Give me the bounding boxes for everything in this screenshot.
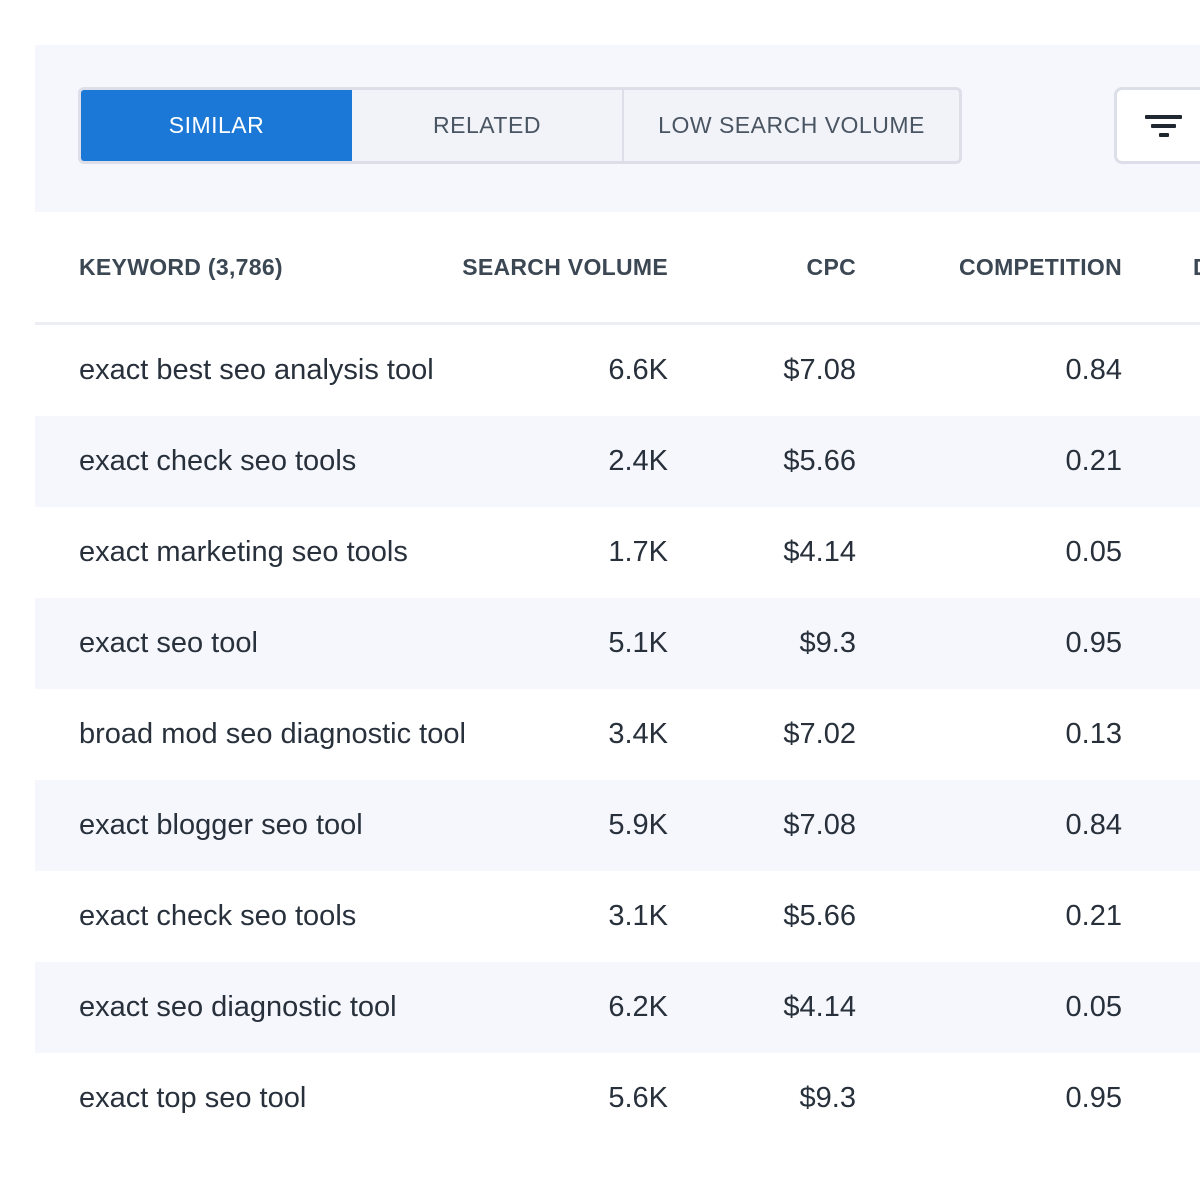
- header-keyword[interactable]: KEYWORD (3,786): [79, 253, 283, 280]
- keyword-cell: exact top seo tool: [79, 1082, 307, 1114]
- tab-similar[interactable]: SIMILAR: [81, 90, 352, 161]
- cpc-cell: $5.66: [783, 445, 856, 477]
- keyword-cell: exact check seo tools: [79, 900, 357, 932]
- cpc-cell: $7.02: [783, 718, 856, 750]
- toolbar: SIMILAR RELATED LOW SEARCH VOLUME: [35, 45, 1200, 212]
- table-row[interactable]: exact seo tool 5.1K $9.3 0.95: [35, 598, 1200, 689]
- competition-cell: 0.13: [1065, 718, 1122, 750]
- filter-button[interactable]: [1114, 87, 1200, 164]
- competition-cell: 0.05: [1065, 536, 1122, 568]
- keyword-cell: exact best seo analysis tool: [79, 354, 434, 386]
- table-row[interactable]: broad mod seo diagnostic tool 3.4K $7.02…: [35, 689, 1200, 780]
- table-row[interactable]: exact top seo tool 5.6K $9.3 0.95: [35, 1053, 1200, 1144]
- competition-cell: 0.95: [1065, 1082, 1122, 1114]
- keyword-cell: exact seo tool: [79, 627, 258, 659]
- header-competition[interactable]: COMPETITION: [958, 253, 1122, 280]
- volume-cell: 5.9K: [608, 809, 668, 841]
- keyword-cell: exact seo diagnostic tool: [79, 991, 397, 1023]
- cpc-cell: $4.14: [783, 991, 856, 1023]
- tab-related[interactable]: RELATED: [352, 90, 624, 161]
- cpc-cell: $9.3: [799, 1082, 856, 1114]
- volume-cell: 3.1K: [608, 900, 668, 932]
- table-row[interactable]: exact check seo tools 2.4K $5.66 0.21: [35, 416, 1200, 507]
- competition-cell: 0.21: [1065, 445, 1122, 477]
- competition-cell: 0.21: [1065, 900, 1122, 932]
- header-search-volume[interactable]: SEARCH VOLUME: [462, 253, 668, 280]
- competition-cell: 0.84: [1065, 809, 1122, 841]
- table-row[interactable]: exact seo diagnostic tool 6.2K $4.14 0.0…: [35, 962, 1200, 1053]
- table-row[interactable]: exact check seo tools 3.1K $5.66 0.21: [35, 871, 1200, 962]
- header-extra[interactable]: D: [1193, 212, 1200, 322]
- keyword-cell: exact marketing seo tools: [79, 536, 408, 568]
- volume-cell: 1.7K: [608, 536, 668, 568]
- keyword-type-tabs: SIMILAR RELATED LOW SEARCH VOLUME: [78, 87, 962, 164]
- keyword-panel: SIMILAR RELATED LOW SEARCH VOLUME KEYWOR…: [35, 45, 1200, 1200]
- table-header: KEYWORD (3,786) SEARCH VOLUME CPC COMPET…: [35, 212, 1200, 325]
- table-row[interactable]: exact marketing seo tools 1.7K $4.14 0.0…: [35, 507, 1200, 598]
- header-cpc[interactable]: CPC: [806, 253, 856, 280]
- volume-cell: 5.6K: [608, 1082, 668, 1114]
- cpc-cell: $7.08: [783, 354, 856, 386]
- volume-cell: 6.6K: [608, 354, 668, 386]
- competition-cell: 0.95: [1065, 627, 1122, 659]
- volume-cell: 5.1K: [608, 627, 668, 659]
- cpc-cell: $5.66: [783, 900, 856, 932]
- cpc-cell: $9.3: [799, 627, 856, 659]
- table-row[interactable]: exact best seo analysis tool 6.6K $7.08 …: [35, 325, 1200, 416]
- volume-cell: 3.4K: [608, 718, 668, 750]
- competition-cell: 0.05: [1065, 991, 1122, 1023]
- keyword-cell: broad mod seo diagnostic tool: [79, 718, 466, 750]
- keyword-cell: exact check seo tools: [79, 445, 357, 477]
- competition-cell: 0.84: [1065, 354, 1122, 386]
- volume-cell: 2.4K: [608, 445, 668, 477]
- keyword-cell: exact blogger seo tool: [79, 809, 363, 841]
- tab-low-search-volume[interactable]: LOW SEARCH VOLUME: [658, 112, 925, 138]
- volume-cell: 6.2K: [608, 991, 668, 1023]
- keyword-table: KEYWORD (3,786) SEARCH VOLUME CPC COMPET…: [35, 212, 1200, 1144]
- cpc-cell: $4.14: [783, 536, 856, 568]
- cpc-cell: $7.08: [783, 809, 856, 841]
- table-row[interactable]: exact blogger seo tool 5.9K $7.08 0.84: [35, 780, 1200, 871]
